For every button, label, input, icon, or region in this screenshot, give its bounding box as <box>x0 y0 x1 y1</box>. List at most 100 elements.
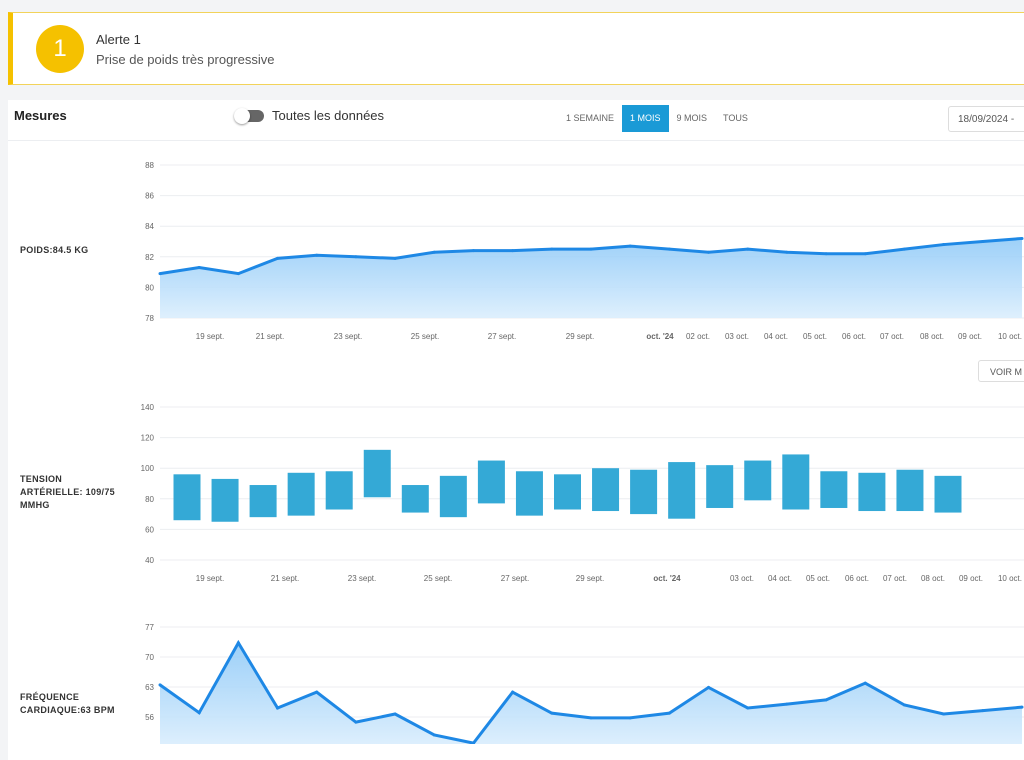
data-point <box>511 690 515 694</box>
bp-bar <box>211 478 239 522</box>
x-tick-label: 27 sept. <box>501 574 529 583</box>
data-point <box>785 702 789 706</box>
x-tick-label: 04 oct. <box>768 574 792 583</box>
x-tick-label: 08 oct. <box>920 332 944 341</box>
all-data-toggle[interactable] <box>234 108 264 124</box>
data-point <box>511 249 515 253</box>
bp-bar <box>287 472 315 516</box>
bp-bar <box>820 471 848 508</box>
x-tick-label: 05 oct. <box>803 332 827 341</box>
x-tick-label: 07 oct. <box>883 574 907 583</box>
data-point <box>863 681 867 685</box>
data-point <box>550 711 554 715</box>
x-tick-label: 21 sept. <box>256 332 284 341</box>
data-point <box>981 240 985 243</box>
data-point <box>707 685 711 689</box>
y-tick-label: 40 <box>145 556 154 565</box>
data-point <box>393 712 397 716</box>
data-point <box>432 250 436 254</box>
x-tick-label: 09 oct. <box>958 332 982 341</box>
x-tick-label: 29 sept. <box>576 574 604 583</box>
alert-card: 1 Alerte 1 Prise de poids très progressi… <box>8 12 1024 85</box>
data-point <box>746 247 750 251</box>
data-point <box>628 244 632 248</box>
range-selector: 1 SEMAINE 1 MOIS 9 MOIS TOUS <box>558 105 756 132</box>
data-point <box>197 266 201 270</box>
y-tick-label: 86 <box>145 192 154 201</box>
y-tick-label: 78 <box>145 314 154 323</box>
measures-title: Mesures <box>14 108 67 123</box>
bp-bar <box>515 471 543 516</box>
x-tick-label: 19 sept. <box>196 574 224 583</box>
data-point <box>785 250 789 254</box>
data-point <box>589 247 593 251</box>
bp-bar <box>744 460 772 501</box>
range-9-months[interactable]: 9 MOIS <box>676 113 708 123</box>
data-point <box>471 249 475 253</box>
data-point <box>354 720 358 724</box>
range-all[interactable]: TOUS <box>723 113 748 123</box>
heart-rate-label: FRÉQUENCE CARDIAQUE:63 BPM <box>20 692 115 715</box>
bp-bar <box>363 449 391 498</box>
x-tick-label: 21 sept. <box>271 574 299 583</box>
x-tick-label: 25 sept. <box>411 332 439 341</box>
measures-panel: Mesures Toutes les données 1 SEMAINE 1 M… <box>8 100 1024 760</box>
x-tick-label: 23 sept. <box>334 332 362 341</box>
data-point <box>432 733 436 737</box>
data-point <box>236 272 240 276</box>
bp-bar <box>249 485 277 518</box>
data-point <box>393 256 397 260</box>
data-point <box>158 683 162 687</box>
x-tick-label: 27 sept. <box>488 332 516 341</box>
area-fill <box>160 642 1022 744</box>
data-point <box>550 247 554 251</box>
data-point <box>667 247 671 251</box>
date-range-picker[interactable]: 18/09/2024 - <box>948 106 1024 132</box>
y-tick-label: 88 <box>145 161 154 170</box>
bp-bar <box>439 475 467 518</box>
alert-title: Alerte 1 <box>96 32 141 47</box>
bp-bar <box>782 454 810 510</box>
blood-pressure-label: TENSION ARTÉRIELLE: 109/75 MMHG <box>20 474 115 510</box>
range-1-month[interactable]: 1 MOIS <box>622 105 669 132</box>
x-tick-label: 05 oct. <box>806 574 830 583</box>
alert-number-badge: 1 <box>36 25 84 73</box>
data-point <box>471 741 475 744</box>
bp-bar <box>325 471 353 510</box>
data-point <box>824 698 828 702</box>
x-tick-label: 06 oct. <box>845 574 869 583</box>
range-1-week[interactable]: 1 SEMAINE <box>566 113 615 123</box>
data-point <box>746 706 750 710</box>
data-point <box>354 255 358 259</box>
data-point <box>158 272 162 276</box>
bp-bar <box>173 474 201 521</box>
x-tick-label: 23 sept. <box>348 574 376 583</box>
see-more-button[interactable]: VOIR M <box>978 360 1024 382</box>
y-tick-label: 84 <box>145 222 154 231</box>
x-tick-label: 06 oct. <box>842 332 866 341</box>
toggle-knob[interactable] <box>234 108 250 124</box>
bp-bar <box>668 462 696 519</box>
y-tick-label: 77 <box>145 623 154 632</box>
data-point <box>1020 236 1024 240</box>
y-tick-label: 63 <box>145 683 154 692</box>
bp-bar <box>934 475 962 513</box>
x-tick-label: 08 oct. <box>921 574 945 583</box>
data-point <box>824 252 828 256</box>
data-point <box>589 716 593 720</box>
x-tick-label: 25 sept. <box>424 574 452 583</box>
data-point <box>942 712 946 716</box>
data-point <box>902 247 906 251</box>
x-tick-label: 07 oct. <box>880 332 904 341</box>
data-point <box>942 243 946 247</box>
x-tick-label: 02 oct. <box>686 332 710 341</box>
x-tick-label: 04 oct. <box>764 332 788 341</box>
x-tick-label: oct. '24 <box>646 332 674 341</box>
y-tick-label: 60 <box>145 525 154 534</box>
data-point <box>276 706 280 710</box>
data-point <box>981 709 985 713</box>
bp-bar <box>477 460 505 504</box>
y-tick-label: 82 <box>145 253 154 262</box>
x-tick-label: 19 sept. <box>196 332 224 341</box>
data-point <box>628 716 632 720</box>
